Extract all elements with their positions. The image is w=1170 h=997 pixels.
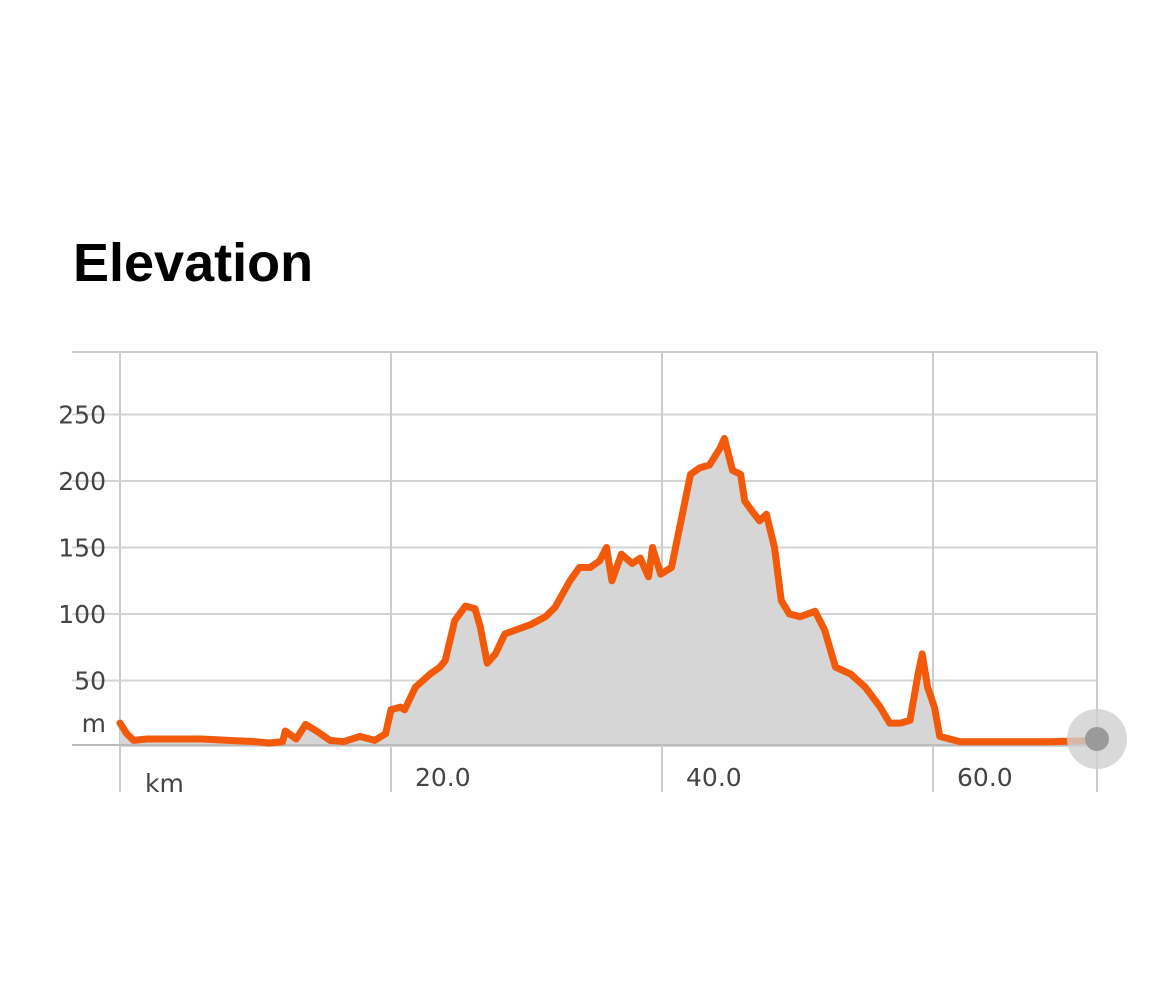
x-axis-unit: km (145, 769, 184, 798)
y-tick-label: 50 (74, 667, 106, 696)
x-tick-label: 60.0 (957, 763, 1013, 792)
y-tick-label: 200 (58, 467, 106, 496)
y-axis-unit: m (82, 709, 106, 738)
y-tick-label: 150 (58, 534, 106, 563)
scrub-handle[interactable] (1067, 709, 1127, 769)
elevation-chart: 50 100 150 200 250 20.0 40.0 60.0 m km (58, 351, 1127, 798)
handle-dot (1085, 727, 1109, 751)
section-title: Elevation (73, 233, 313, 293)
y-tick-label: 250 (58, 401, 106, 430)
y-tick-label: 100 (58, 600, 106, 629)
x-tick-label: 20.0 (415, 763, 471, 792)
x-tick-label: 40.0 (686, 763, 742, 792)
elevation-area (120, 438, 1096, 747)
elevation-line (116, 434, 1100, 747)
